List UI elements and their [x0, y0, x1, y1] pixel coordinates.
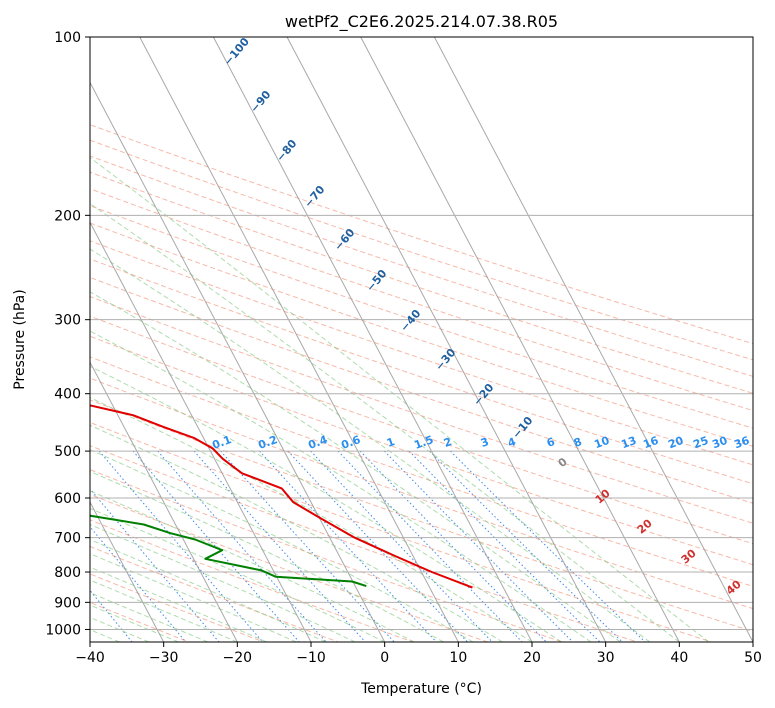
isotherm-line	[139, 37, 459, 642]
moist-adiabat-line	[90, 470, 444, 642]
y-axis-ticks: 100 200 300 400 500 600 700 800 900 1000	[45, 30, 90, 638]
background-lines	[90, 37, 753, 642]
dry-adiabat-line	[90, 399, 753, 633]
dry-adiabat-line	[90, 356, 753, 587]
mixing-ratio-line	[157, 450, 327, 642]
mixing-ratio-line	[90, 488, 220, 642]
mixing-ratio-label: 1.5	[412, 433, 435, 452]
isotherm-line	[212, 37, 533, 642]
dry-adiabat-line	[90, 573, 264, 642]
x-tick-label: −40	[75, 650, 105, 666]
mixing-ratio-label: 1	[385, 435, 397, 450]
dry-adiabat-line	[90, 545, 339, 642]
moist-adiabat-line	[90, 524, 356, 642]
moist-adiabat-line	[90, 579, 238, 642]
mixing-ratio-label: 2	[442, 435, 454, 450]
temperature-profile	[90, 404, 473, 589]
mixing-ratio-line	[359, 450, 547, 642]
moist-adiabat-line	[90, 507, 385, 642]
isotherm-line	[360, 37, 680, 642]
y-tick-label: 400	[54, 387, 81, 403]
mixing-ratio-label: 20	[666, 434, 685, 452]
moist-adiabat-line	[90, 330, 592, 642]
x-tick-label: 20	[523, 650, 541, 666]
dry-adiabat-line	[90, 139, 753, 361]
mixing-ratio-line	[337, 450, 523, 642]
mixing-ratio-label: 0.1	[210, 433, 233, 452]
moist-adiabat-line	[90, 291, 621, 642]
mixing-ratio-label: 25	[691, 434, 710, 451]
dry-adiabat-line	[90, 188, 753, 412]
mixing-ratio-label: 30	[710, 434, 729, 452]
x-tick-label: −10	[296, 650, 326, 666]
x-axis-title: Temperature (°C)	[360, 681, 482, 697]
mixing-ratio-line	[259, 450, 437, 642]
mixing-ratio-label: 8	[572, 435, 584, 450]
mixing-ratio-line	[193, 450, 366, 642]
chart-title: wetPf2_C2E6.2025.214.07.38.R05	[285, 12, 558, 32]
mixing-ratio-label: 36	[732, 434, 751, 452]
x-axis-ticks: −40 −30 −20 −10 0 10 20 30 40 50	[75, 642, 762, 666]
dry-adiabat-line	[90, 421, 712, 642]
y-tick-label: 700	[54, 531, 81, 547]
mixing-ratio-labels: 0.1 0.2 0.4 0.6 1 1.5 2 3 4 6 8 10 13 16 20 25 30 36	[210, 433, 751, 452]
isotherm-line	[286, 37, 607, 642]
x-tick-label: 10	[449, 650, 467, 666]
y-tick-label: 600	[54, 491, 81, 507]
dry-adiabat-line	[90, 445, 638, 642]
mixing-ratio-line	[90, 526, 187, 642]
y-tick-label: 900	[54, 595, 81, 611]
x-tick-label: −30	[149, 650, 179, 666]
y-axis-title: Pressure (hPa)	[12, 289, 28, 389]
moist-adiabat-line	[90, 156, 710, 642]
dry-adiabat-line	[90, 171, 753, 394]
mixing-ratio-label: 6	[545, 435, 557, 450]
mixing-ratio-label: 16	[641, 434, 660, 452]
dry-adiabat-line	[90, 377, 753, 610]
y-tick-label: 500	[54, 444, 81, 460]
isotherm-line	[90, 81, 386, 642]
mixing-ratio-line	[384, 450, 574, 642]
mixing-ratio-label: 13	[619, 434, 638, 451]
mixing-ratio-line	[429, 450, 623, 642]
x-tick-label: 50	[744, 650, 762, 666]
moist-adiabat-line	[90, 424, 503, 642]
isotherm-line	[90, 221, 312, 642]
mixing-ratio-label: 4	[506, 435, 518, 450]
moist-adiabat-line	[90, 566, 267, 642]
mixing-ratio-line	[408, 450, 601, 642]
moist-adiabat-line	[90, 397, 533, 642]
y-tick-label: 1000	[45, 622, 81, 638]
plot-frame	[89, 36, 754, 643]
mixing-ratio-label: 0.2	[256, 433, 279, 452]
dry-adiabat-line	[90, 276, 753, 504]
moist-adiabat-line	[90, 553, 297, 642]
x-tick-label: −20	[223, 650, 253, 666]
dry-adiabat-line	[90, 222, 753, 447]
y-tick-label: 100	[54, 30, 81, 46]
moist-adiabat-line	[90, 449, 474, 642]
mixing-ratio-label: 3	[479, 435, 491, 450]
dewpoint-profile	[90, 514, 367, 588]
isotherm-line	[90, 501, 165, 642]
y-tick-label: 800	[54, 565, 81, 581]
mixing-ratio-label: 0.4	[306, 433, 329, 452]
x-tick-label: 0	[380, 650, 389, 666]
mixing-ratio-label: 10	[592, 434, 611, 452]
x-tick-label: 30	[597, 650, 615, 666]
y-tick-label: 200	[54, 208, 81, 224]
y-tick-label: 300	[54, 313, 81, 329]
x-tick-label: 40	[670, 650, 688, 666]
mixing-ratio-label: 0.6	[339, 433, 362, 452]
moist-adiabat-line	[90, 365, 562, 642]
dry-adiabat-line	[90, 258, 753, 485]
profile-lines	[90, 404, 473, 589]
dry-adiabat-line	[90, 124, 753, 345]
isotherm-line	[433, 37, 753, 642]
isotherm-line	[90, 361, 238, 642]
